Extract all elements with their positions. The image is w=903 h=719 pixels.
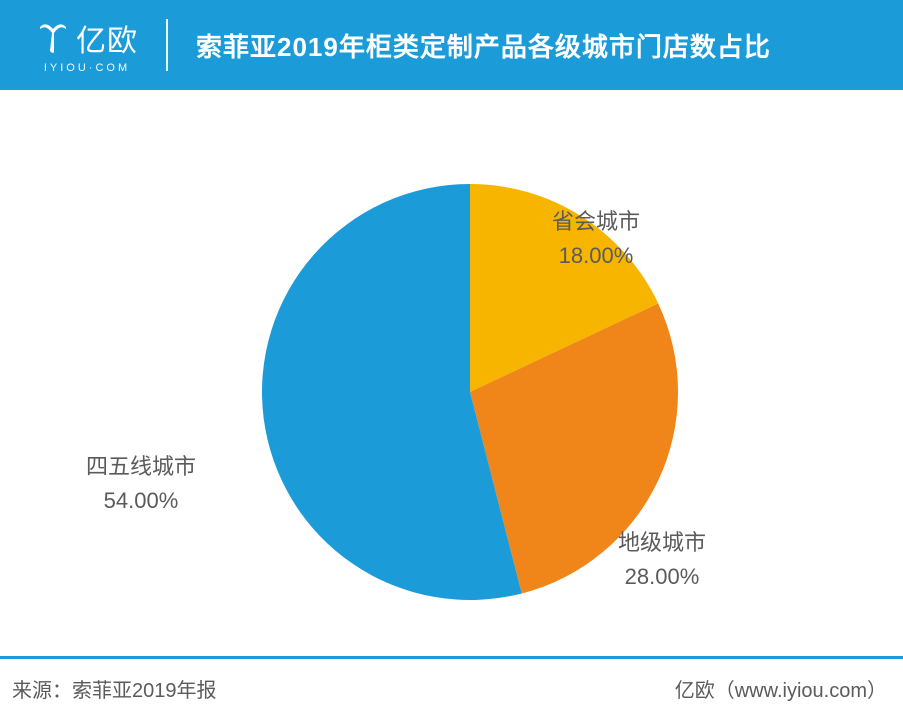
logo-icon xyxy=(36,21,70,55)
slice-name: 四五线城市 xyxy=(86,450,196,484)
slice-label-0: 省会城市 18.00% xyxy=(552,205,640,273)
slice-pct: 54.00% xyxy=(86,484,196,518)
slice-pct: 18.00% xyxy=(552,239,640,273)
header-divider xyxy=(166,19,168,71)
slice-name: 地级城市 xyxy=(618,526,706,560)
source-label: 来源：索菲亚2019年报 xyxy=(12,674,217,703)
slice-label-1: 地级城市 28.00% xyxy=(618,526,706,594)
header-bar: 亿欧 IYIOU·COM 索菲亚2019年柜类定制产品各级城市门店数占比 xyxy=(0,0,903,90)
chart-area: 省会城市 18.00% 地级城市 28.00% 四五线城市 54.00% xyxy=(0,90,903,656)
page-title: 索菲亚2019年柜类定制产品各级城市门店数占比 xyxy=(196,27,771,64)
credit-label: 亿欧（www.iyiou.com） xyxy=(675,674,887,703)
slice-label-2: 四五线城市 54.00% xyxy=(86,450,196,518)
logo-row: 亿欧 xyxy=(36,16,138,60)
slice-name: 省会城市 xyxy=(552,205,640,239)
logo-block: 亿欧 IYIOU·COM xyxy=(36,16,166,74)
logo-subtext: IYIOU·COM xyxy=(44,62,130,74)
footer-line xyxy=(0,656,903,659)
footer: 来源：索菲亚2019年报 亿欧（www.iyiou.com） xyxy=(0,668,903,703)
slice-pct: 28.00% xyxy=(618,560,706,594)
logo-name: 亿欧 xyxy=(76,16,138,60)
